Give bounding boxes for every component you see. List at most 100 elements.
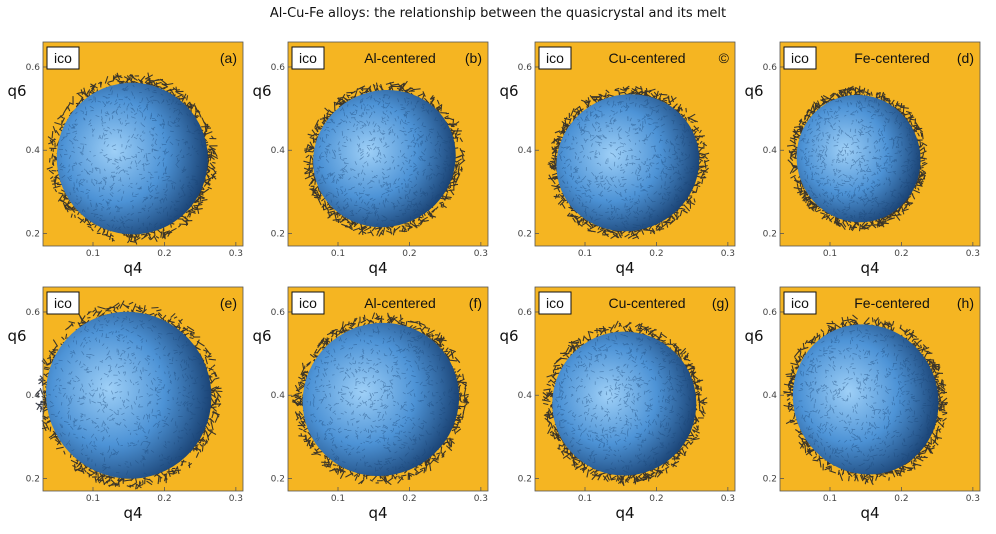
chart-panel: 0.1 0.2 0.3 0.2 0.4 0.6 q4 q6 ico Fe-centered (h) <box>740 285 981 525</box>
plot-frame <box>42 41 244 247</box>
y-tick-label: 0.4 <box>518 391 533 401</box>
x-tick-label: 0.2 <box>649 249 663 259</box>
y-tick-label: 0.2 <box>26 475 40 485</box>
x-tick-label: 0.1 <box>578 494 592 504</box>
ico-tag-box <box>291 46 325 70</box>
y-axis-label: q6 <box>7 82 26 100</box>
chart-svg: 0.1 0.2 0.3 0.2 0.4 0.6 q4 q6 ico Fe-centered (d) <box>744 41 981 277</box>
y-axis-label: q6 <box>744 82 763 100</box>
cloud-body <box>302 322 460 476</box>
x-tick-label: 0.1 <box>86 249 100 259</box>
y-tick-label: 0.4 <box>26 391 41 401</box>
cloud-speckle-texture <box>558 96 695 229</box>
y-axis-label: q6 <box>499 82 518 100</box>
y-tick-label: 0.6 <box>518 63 533 73</box>
y-tick-label: 0.4 <box>763 391 778 401</box>
chart-panel: 0.1 0.2 0.3 0.2 0.4 0.6 q4 q6 ico (e) <box>3 285 244 525</box>
cloud-speckle-texture <box>58 84 205 231</box>
y-tick-label: 0.4 <box>271 146 286 156</box>
chart-panel: 0.1 0.2 0.3 0.2 0.4 0.6 q4 q6 ico (a) <box>3 40 244 280</box>
ico-tag-box <box>538 46 572 70</box>
plot-frame <box>779 41 981 247</box>
y-tick-label: 0.4 <box>518 146 533 156</box>
cloud-speckle-texture <box>800 97 920 220</box>
plot-frame <box>287 286 489 492</box>
x-tick-label: 0.1 <box>86 494 100 504</box>
y-tick-label: 0.2 <box>763 230 777 240</box>
plot-frame <box>534 41 736 247</box>
y-axis-label: q6 <box>7 327 26 345</box>
plot-frame <box>534 286 736 492</box>
data-cloud <box>783 314 949 486</box>
y-tick-label: 0.6 <box>763 308 778 318</box>
ico-tag-label: ico <box>791 50 809 66</box>
panel-letter-label: (a) <box>220 50 237 66</box>
x-axis-label: q4 <box>860 259 879 277</box>
panel-letter-label: © <box>719 50 730 66</box>
y-axis-label: q6 <box>499 327 518 345</box>
ico-tag-box <box>46 291 80 315</box>
center-type-label: Fe-centered <box>854 50 929 66</box>
y-tick-label: 0.2 <box>271 230 285 240</box>
x-axis-label: q4 <box>615 259 634 277</box>
plot-frame <box>287 41 489 247</box>
ico-tag-label: ico <box>299 295 317 311</box>
chart-svg: 0.1 0.2 0.3 0.2 0.4 0.6 q4 q6 ico (a) <box>7 41 244 277</box>
ico-tag-label: ico <box>54 50 72 66</box>
y-tick-label: 0.6 <box>763 63 778 73</box>
ico-tag-label: ico <box>546 295 564 311</box>
data-cloud <box>541 320 708 487</box>
y-tick-label: 0.2 <box>26 230 40 240</box>
panel-letter-label: (d) <box>957 50 974 66</box>
x-tick-label: 0.2 <box>894 249 908 259</box>
ico-tag-label: ico <box>299 50 317 66</box>
x-tick-label: 0.1 <box>823 249 837 259</box>
cloud-speckle-texture <box>795 327 935 471</box>
figure-title: Al-Cu-Fe alloys: the relationship betwee… <box>269 6 727 21</box>
data-cloud <box>303 80 466 237</box>
chart-svg: 0.1 0.2 0.3 0.2 0.4 0.6 q4 q6 ico Al-centered (b) <box>252 41 489 277</box>
x-tick-label: 0.3 <box>966 494 980 504</box>
chart-svg: 0.1 0.2 0.3 0.2 0.4 0.6 q4 q6 ico Fe-centered (h) <box>744 286 981 522</box>
chart-svg: 0.1 0.2 0.3 0.2 0.4 0.6 q4 q6 ico Cu-centered (g) <box>499 286 736 522</box>
plot-frame <box>42 286 244 492</box>
chart-svg: 0.1 0.2 0.3 0.2 0.4 0.6 q4 q6 ico Cu-centered © <box>499 41 736 277</box>
y-tick-label: 0.4 <box>763 146 778 156</box>
x-tick-label: 0.2 <box>402 249 416 259</box>
center-type-label: Cu-centered <box>608 295 685 311</box>
x-axis-label: q4 <box>860 504 879 522</box>
panel-letter-label: (h) <box>957 295 974 311</box>
ico-tag-label: ico <box>54 295 72 311</box>
x-tick-label: 0.1 <box>578 249 592 259</box>
chart-panel: 0.1 0.2 0.3 0.2 0.4 0.6 q4 q6 ico Fe-centered (d) <box>740 40 981 280</box>
x-tick-label: 0.2 <box>649 494 663 504</box>
cloud-body <box>556 94 700 232</box>
y-axis-label: q6 <box>744 327 763 345</box>
ico-tag-box <box>783 46 817 70</box>
ico-tag-box <box>783 291 817 315</box>
x-tick-label: 0.2 <box>157 249 171 259</box>
ico-tag-box <box>538 291 572 315</box>
x-axis-label: q4 <box>615 504 634 522</box>
x-tick-label: 0.1 <box>823 494 837 504</box>
y-tick-label: 0.2 <box>271 475 285 485</box>
x-tick-label: 0.3 <box>721 249 735 259</box>
x-tick-label: 0.3 <box>474 494 488 504</box>
chart-panel: 0.1 0.2 0.3 0.2 0.4 0.6 q4 q6 ico Cu-centered © <box>495 40 736 280</box>
y-tick-label: 0.6 <box>271 63 286 73</box>
chart-panel: 0.1 0.2 0.3 0.2 0.4 0.6 q4 q6 ico Cu-centered (g) <box>495 285 736 525</box>
center-type-label: Al-centered <box>364 50 436 66</box>
chart-panel: 0.1 0.2 0.3 0.2 0.4 0.6 q4 q6 ico Al-centered (b) <box>248 40 489 280</box>
chart-svg: 0.1 0.2 0.3 0.2 0.4 0.6 q4 q6 ico Al-centered (f) <box>252 286 489 522</box>
data-cloud <box>787 85 928 232</box>
y-axis-label: q6 <box>252 82 271 100</box>
y-tick-label: 0.6 <box>26 308 41 318</box>
y-tick-label: 0.6 <box>26 63 41 73</box>
cloud-speckle-texture <box>315 94 454 225</box>
center-type-label: Fe-centered <box>854 295 929 311</box>
data-cloud <box>291 312 470 486</box>
plot-frame <box>779 286 981 492</box>
x-tick-label: 0.3 <box>474 249 488 259</box>
y-tick-label: 0.2 <box>518 230 532 240</box>
y-tick-label: 0.4 <box>26 146 41 156</box>
